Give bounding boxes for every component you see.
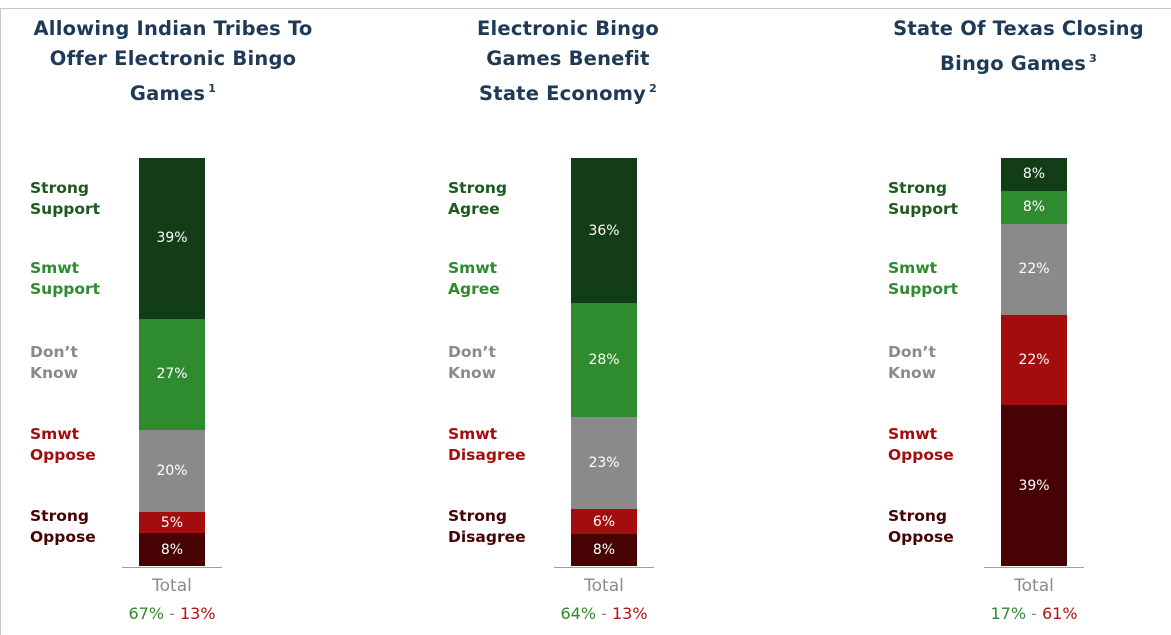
- chart-title: Allowing Indian Tribes To Offer Electroni…: [8, 14, 338, 109]
- category-label: Strong Oppose: [30, 507, 96, 546]
- bar-segment-dont-know: 22%: [1001, 223, 1067, 315]
- data-label: 39%: [1018, 477, 1050, 494]
- bar-segment-strong-negative: 8%: [139, 533, 205, 566]
- bar-segment-smwt-negative: 6%: [571, 509, 637, 534]
- net-negative: 61%: [1041, 604, 1078, 623]
- bar-segment-smwt-negative: 5%: [139, 512, 205, 534]
- data-label: 23%: [588, 454, 620, 471]
- frame-left-line: [0, 8, 1, 635]
- data-label: 8%: [592, 541, 616, 558]
- category-label: Smwt Support: [30, 259, 101, 298]
- net-summary: 17% - 61%: [964, 604, 1104, 624]
- chart-title: Electronic Bingo Games Benefit State Econo…: [421, 14, 715, 109]
- net-summary: 64% - 13%: [534, 604, 674, 624]
- category-label: Strong Disagree: [448, 507, 526, 546]
- frame-top-line: [0, 8, 1171, 9]
- net-positive: 17%: [990, 604, 1027, 623]
- net-summary: 67% - 13%: [102, 604, 242, 624]
- stacked-bar: 8% 8% 22% 22% 39%: [1001, 158, 1067, 566]
- category-label: Don’t Know: [30, 343, 79, 382]
- footnote-marker: 2: [649, 82, 657, 95]
- footnote-marker: 3: [1089, 52, 1097, 65]
- category-label: Smwt Agree: [448, 259, 500, 298]
- chart-title-text: State Of Texas Closing Bingo Games: [893, 17, 1144, 75]
- net-negative: 13%: [611, 604, 648, 623]
- category-label: Strong Support: [30, 179, 101, 218]
- stacked-bar: 36% 28% 23% 6% 8%: [571, 158, 637, 566]
- bar-segment-strong-positive: 39%: [139, 158, 205, 319]
- data-label: 22%: [1018, 261, 1050, 278]
- data-label: 22%: [1018, 351, 1050, 368]
- bar-segment-smwt-positive: 27%: [139, 318, 205, 430]
- bar-segment-smwt-positive: 28%: [571, 303, 637, 417]
- data-label: 39%: [156, 230, 188, 247]
- category-label: Smwt Oppose: [30, 425, 96, 464]
- chart-title-text: Electronic Bingo Games Benefit State Econo…: [476, 17, 660, 105]
- category-label: Smwt Support: [888, 259, 959, 298]
- x-axis-baseline: [984, 567, 1084, 568]
- category-label: Strong Oppose: [888, 507, 954, 546]
- stacked-bar: 39% 27% 20% 5% 8%: [139, 158, 205, 566]
- net-positive: 67%: [128, 604, 165, 623]
- category-label: Strong Support: [888, 179, 959, 218]
- data-label: 5%: [160, 514, 184, 531]
- bar-segment-strong-negative: 39%: [1001, 405, 1067, 566]
- x-axis-baseline: [122, 567, 222, 568]
- bar-segment-dont-know: 23%: [571, 416, 637, 510]
- net-separator: -: [1031, 604, 1037, 623]
- net-separator: -: [169, 604, 175, 623]
- bar-segment-smwt-positive: 8%: [1001, 190, 1067, 224]
- net-positive: 64%: [560, 604, 597, 623]
- bar-segment-strong-positive: 36%: [571, 158, 637, 304]
- category-label: Don’t Know: [888, 343, 937, 382]
- footnote-marker: 1: [208, 82, 217, 95]
- net-negative: 13%: [179, 604, 216, 623]
- x-axis-label: Total: [152, 576, 192, 596]
- data-label: 8%: [160, 541, 184, 558]
- bar-segment-strong-negative: 8%: [571, 533, 637, 566]
- bar-segment-dont-know: 20%: [139, 430, 205, 513]
- chart-title: State Of Texas Closing Bingo Games 3: [866, 14, 1171, 79]
- bar-segment-strong-positive: 8%: [1001, 158, 1067, 191]
- data-label: 6%: [592, 513, 616, 530]
- category-label: Don’t Know: [448, 343, 497, 382]
- x-axis-label: Total: [584, 576, 624, 596]
- data-label: 20%: [156, 463, 188, 480]
- data-label: 27%: [156, 366, 188, 383]
- data-label: 8%: [1022, 166, 1046, 183]
- data-label: 36%: [588, 222, 620, 239]
- data-label: 28%: [588, 351, 620, 368]
- bar-segment-smwt-negative: 22%: [1001, 314, 1067, 406]
- x-axis-label: Total: [1014, 576, 1054, 596]
- net-separator: -: [601, 604, 607, 623]
- x-axis-baseline: [554, 567, 654, 568]
- data-label: 8%: [1022, 199, 1046, 216]
- category-label: Strong Agree: [448, 179, 507, 218]
- category-label: Smwt Oppose: [888, 425, 954, 464]
- category-label: Smwt Disagree: [448, 425, 526, 464]
- chart-title-text: Allowing Indian Tribes To Offer Electroni…: [33, 17, 313, 105]
